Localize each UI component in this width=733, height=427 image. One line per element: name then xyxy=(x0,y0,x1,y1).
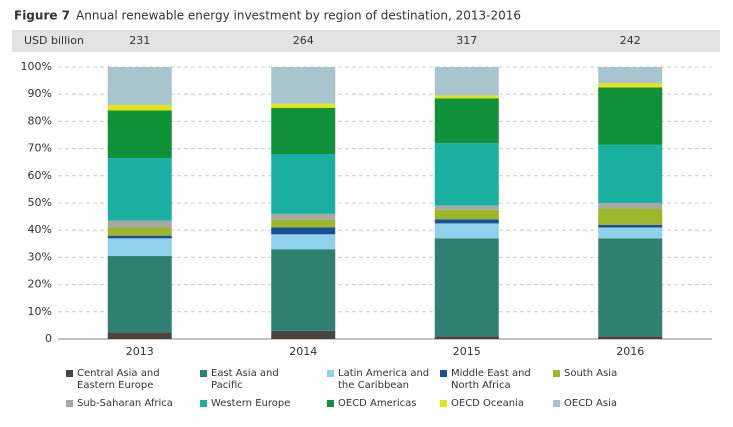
bar-segment xyxy=(434,98,499,144)
y-tick-label: 60% xyxy=(28,169,52,182)
bar-segment xyxy=(107,256,172,333)
legend-label: OECD Asia xyxy=(564,398,618,409)
bar-segment xyxy=(271,154,336,214)
y-tick-label: 70% xyxy=(28,142,52,155)
bar-segment xyxy=(271,213,336,220)
bar-segment xyxy=(271,103,336,108)
bar-segment xyxy=(434,209,499,220)
bar-segment xyxy=(434,238,499,337)
total-label: 264 xyxy=(293,34,314,47)
legend-swatch xyxy=(440,370,447,377)
x-tick-label: 2014 xyxy=(289,345,317,358)
header-label: USD billion xyxy=(24,34,84,47)
legend-item: East Asia and Pacific xyxy=(200,368,311,392)
legend-swatch xyxy=(200,400,207,407)
legend-item: Sub-Saharan Africa xyxy=(66,398,177,410)
legend-item: OECD Americas xyxy=(327,398,438,410)
figure-label: Figure 7 xyxy=(14,9,70,23)
bar-segment xyxy=(434,95,499,99)
chart-title: Annual renewable energy investment by re… xyxy=(76,9,521,23)
bar-segment xyxy=(598,336,663,339)
legend-label: OECD Oceania xyxy=(451,398,524,409)
legend-swatch xyxy=(66,370,73,377)
total-label: 242 xyxy=(620,34,641,47)
legend-swatch xyxy=(553,370,560,377)
bar-segment xyxy=(598,238,663,337)
bar-segment xyxy=(271,249,336,331)
legend-label: Sub-Saharan Africa xyxy=(77,398,173,409)
y-tick-label: 40% xyxy=(28,223,52,236)
y-tick-label: 30% xyxy=(28,250,52,263)
legend-item: Latin America and the Caribbean xyxy=(327,368,438,392)
legend-swatch xyxy=(327,400,334,407)
bar-segment xyxy=(598,224,663,228)
bar-segment xyxy=(107,227,172,236)
legend-label: East Asia and Pacific xyxy=(211,368,279,391)
legend-item: Central Asia and Eastern Europe xyxy=(66,368,177,392)
bar-segment xyxy=(598,144,663,203)
legend-item: OECD Asia xyxy=(553,398,664,410)
legend-item: Middle East and North Africa xyxy=(440,368,551,392)
bar-segment xyxy=(271,67,336,104)
bar-segment xyxy=(271,330,336,339)
bar-segment xyxy=(434,143,499,206)
bar-segment xyxy=(107,220,172,228)
y-tick-label: 0 xyxy=(45,332,52,345)
bar-segment xyxy=(271,107,336,155)
bar-segment xyxy=(107,332,172,339)
bar-segment xyxy=(598,83,663,88)
x-tick-label: 2013 xyxy=(126,345,154,358)
bar-segment xyxy=(434,336,499,339)
y-tick-label: 10% xyxy=(28,305,52,318)
bar-segment xyxy=(107,67,172,106)
legend-item: OECD Oceania xyxy=(440,398,551,410)
legend-swatch xyxy=(66,400,73,407)
total-label: 317 xyxy=(456,34,477,47)
legend-label: Latin America and the Caribbean xyxy=(338,368,430,391)
legend-label: Middle East and North Africa xyxy=(451,368,531,391)
legend-item: South Asia xyxy=(553,368,664,380)
bar-segment xyxy=(598,208,663,225)
bar-segment xyxy=(434,205,499,210)
bar-segment xyxy=(271,219,336,228)
x-tick-label: 2016 xyxy=(616,345,644,358)
y-tick-label: 80% xyxy=(28,114,52,127)
legend-label: OECD Americas xyxy=(338,398,417,409)
bar-segment xyxy=(107,238,172,257)
legend-swatch xyxy=(327,370,334,377)
header-band xyxy=(12,30,720,52)
x-tick-label: 2015 xyxy=(453,345,481,358)
bar-segment xyxy=(107,235,172,239)
bar-segment xyxy=(598,203,663,209)
bar-segment xyxy=(107,158,172,221)
bar-segment xyxy=(598,87,663,145)
y-tick-label: 90% xyxy=(28,87,52,100)
bar-segment xyxy=(107,110,172,159)
bar-segment xyxy=(271,234,336,250)
legend-label: Central Asia and Eastern Europe xyxy=(77,368,160,391)
y-tick-label: 50% xyxy=(28,196,52,209)
total-label: 231 xyxy=(129,34,150,47)
bar-segment xyxy=(598,227,663,239)
legend-swatch xyxy=(200,370,207,377)
legend-label: Western Europe xyxy=(211,398,291,409)
bar-segment xyxy=(434,219,499,224)
legend-swatch xyxy=(440,400,447,407)
legend-swatch xyxy=(553,400,560,407)
y-tick-label: 100% xyxy=(21,60,52,73)
legend-item: Western Europe xyxy=(200,398,311,410)
bar-segment xyxy=(107,105,172,111)
bar-segment xyxy=(271,227,336,235)
bar-segment xyxy=(434,67,499,96)
bar-segment xyxy=(434,223,499,239)
bar-segment xyxy=(598,67,663,84)
legend-label: South Asia xyxy=(564,368,618,379)
y-tick-label: 20% xyxy=(28,278,52,291)
